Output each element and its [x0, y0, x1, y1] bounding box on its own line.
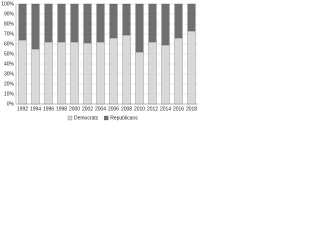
y-tick-label: 70%	[4, 31, 15, 37]
x-tick-label: 2014	[160, 106, 171, 112]
y-tick-label: 80%	[4, 21, 15, 27]
bar-segment	[174, 37, 183, 105]
bar-segment	[148, 41, 157, 105]
x-tick-label: 1992	[17, 106, 28, 112]
x-tick-label: 1998	[56, 106, 67, 112]
bar-segment	[83, 42, 92, 105]
y-tick-label: 0%	[7, 101, 15, 107]
x-tick-label: 1994	[30, 106, 41, 112]
x-tick-label: 2008	[121, 106, 132, 112]
x-tick-label: 2012	[147, 106, 158, 112]
y-tick-label: 40%	[4, 61, 15, 67]
chart: 0%10%20%30%40%50%60%70%80%90%100%1992 199…	[1, 1, 198, 122]
y-tick-label: 100%	[1, 1, 14, 7]
x-tick-label: 2004	[95, 106, 106, 112]
x-tick-label: 2018	[186, 106, 197, 112]
bar-segment	[57, 41, 66, 105]
y-tick-label: 20%	[4, 81, 15, 87]
bar-segment	[187, 3, 196, 32]
bar-segment	[31, 3, 40, 50]
bar-segment	[44, 3, 53, 43]
y-tick-label: 30%	[4, 71, 15, 77]
bar-segment	[174, 3, 183, 39]
x-tick-label: 2016	[173, 106, 184, 112]
bar-segment	[161, 3, 170, 46]
x-tick-label: 2006	[108, 106, 119, 112]
bar-segment	[96, 41, 105, 105]
bar-segment	[161, 44, 170, 105]
y-tick-label: 10%	[4, 91, 15, 97]
bar-segment	[31, 48, 40, 105]
y-tick-label: 90%	[4, 11, 15, 17]
x-tick-label: 2002	[82, 106, 93, 112]
x-tick-label: 2010	[134, 106, 145, 112]
legend-label: Republicans	[110, 116, 138, 122]
bar-segment	[109, 37, 118, 105]
y-tick-label: 60%	[4, 41, 15, 47]
y-tick-label: 50%	[4, 51, 15, 57]
bar-segment	[83, 3, 92, 44]
legend-label: Democrats	[74, 116, 99, 122]
bar-segment	[96, 3, 105, 43]
bar-segment	[187, 30, 196, 105]
x-tick-label: 2000	[69, 106, 80, 112]
bar-segment	[122, 34, 131, 105]
bar-segment	[135, 51, 144, 105]
bar-segment	[18, 39, 27, 105]
legend-swatch	[104, 115, 109, 121]
bar-segment	[148, 3, 157, 43]
bar-segment	[70, 3, 79, 43]
bar-segment	[122, 3, 131, 36]
x-tick-label: 1996	[43, 106, 54, 112]
bar-segment	[18, 3, 27, 41]
legend-swatch	[67, 115, 73, 121]
bar-segment	[70, 41, 79, 105]
bar-segment	[44, 41, 53, 105]
bar-segment	[109, 3, 118, 39]
bar-segment	[135, 3, 144, 53]
bar-segment	[57, 3, 66, 43]
